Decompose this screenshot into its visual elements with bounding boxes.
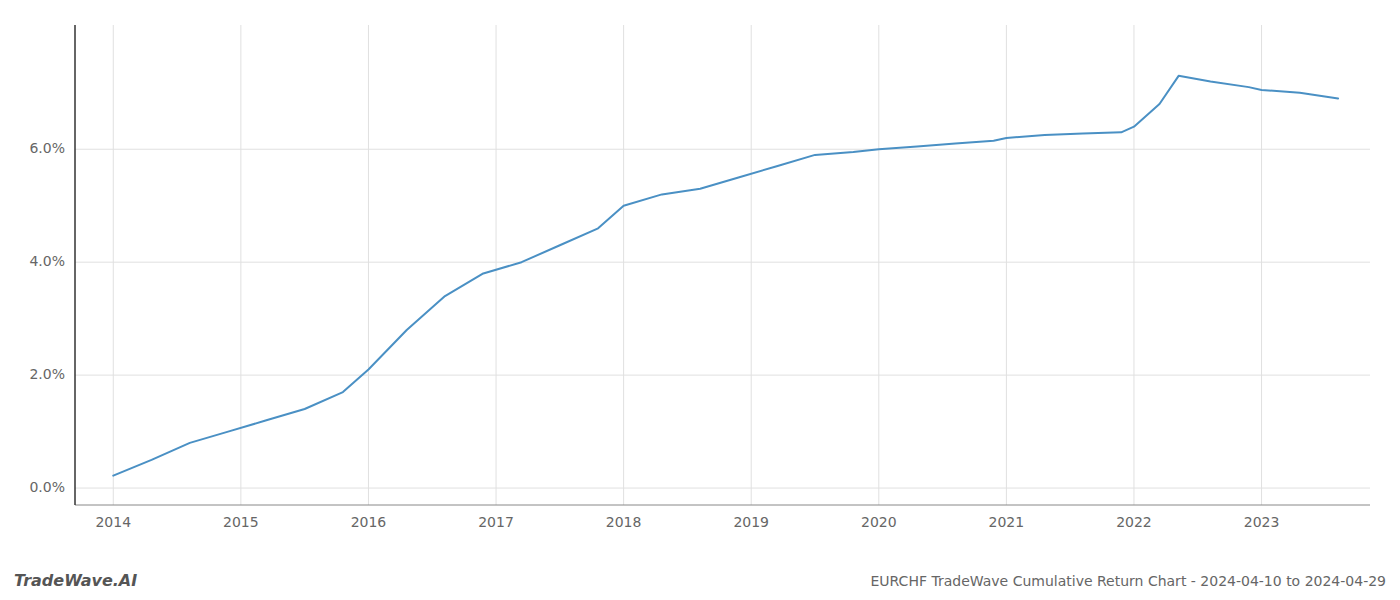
x-grid-line (240, 25, 241, 505)
title: EURCHF TradeWave Cumulative Return Chart… (871, 573, 1387, 589)
x-grid-line (1133, 25, 1134, 505)
plot-area (113, 76, 1338, 476)
x-grid-line (751, 25, 752, 505)
grid (75, 25, 1370, 505)
x-axis-line (75, 505, 1370, 506)
x-tick-label: 2015 (223, 514, 259, 530)
line-series (113, 76, 1338, 476)
y-tick-label: 4.0% (29, 253, 65, 269)
y-tick-label: 6.0% (29, 140, 65, 156)
y-grid-line (75, 262, 1370, 263)
x-grid-line (878, 25, 879, 505)
y-grid-line (75, 149, 1370, 150)
x-tick-label: 2020 (861, 514, 897, 530)
x-tick-label: 2019 (733, 514, 769, 530)
x-tick-label: 2017 (478, 514, 514, 530)
y-tick-label: 2.0% (29, 366, 65, 382)
watermark: TradeWave.AI (14, 571, 137, 590)
x-tick-label: 2014 (95, 514, 131, 530)
x-tick-label: 2021 (989, 514, 1025, 530)
x-tick-label: 2023 (1244, 514, 1280, 530)
x-tick-label: 2016 (351, 514, 387, 530)
x-grid-line (1006, 25, 1007, 505)
x-grid-line (113, 25, 114, 505)
x-grid-line (1261, 25, 1262, 505)
ticks: 0.0% 2.0% 4.0% 6.0% 2014 2015 2016 2017 2018 2019… (29, 140, 1279, 530)
y-axis-line (74, 25, 76, 505)
y-grid-line (75, 375, 1370, 376)
x-tick-label: 2022 (1116, 514, 1152, 530)
chart: 0.0% 2.0% 4.0% 6.0% 2014 2015 2016 2017 2018 2019… (0, 0, 1400, 600)
x-grid-line (623, 25, 624, 505)
y-grid-line (75, 488, 1370, 489)
x-tick-label: 2018 (606, 514, 642, 530)
x-grid-line (368, 25, 369, 505)
y-tick-label: 0.0% (29, 479, 65, 495)
x-grid-line (496, 25, 497, 505)
